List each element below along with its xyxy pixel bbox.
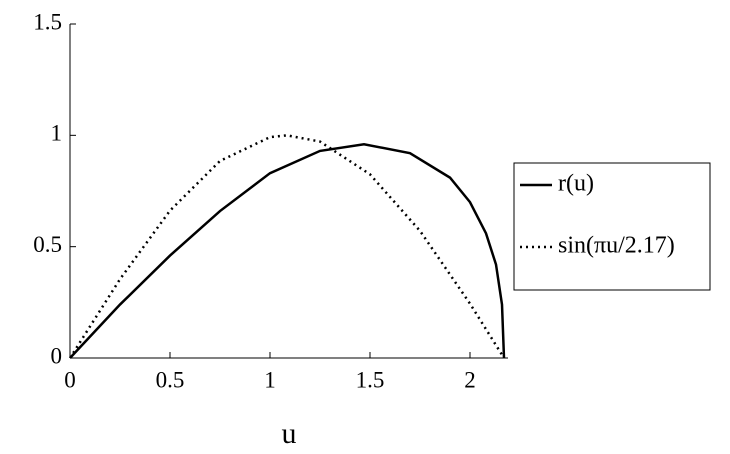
x-tick-label: 0.5 bbox=[156, 367, 185, 392]
data-line bbox=[69, 142, 506, 359]
legend-box bbox=[513, 162, 711, 291]
x-tick-label: 1 bbox=[264, 367, 276, 392]
x-axis-label: u bbox=[282, 417, 297, 450]
y-tick-label: 1.5 bbox=[33, 9, 62, 34]
y-tick-label: 0 bbox=[51, 343, 63, 368]
x-tick-label: 0 bbox=[64, 367, 76, 392]
data-line bbox=[68, 134, 506, 359]
x-tick-label: 2 bbox=[464, 367, 476, 392]
legend-label: sin(πu/2.17) bbox=[558, 233, 675, 259]
x-tick-label: 1.5 bbox=[356, 367, 385, 392]
y-tick-label: 1 bbox=[51, 121, 63, 146]
y-tick-label: 0.5 bbox=[33, 232, 62, 257]
legend-label: r(u) bbox=[558, 171, 594, 197]
